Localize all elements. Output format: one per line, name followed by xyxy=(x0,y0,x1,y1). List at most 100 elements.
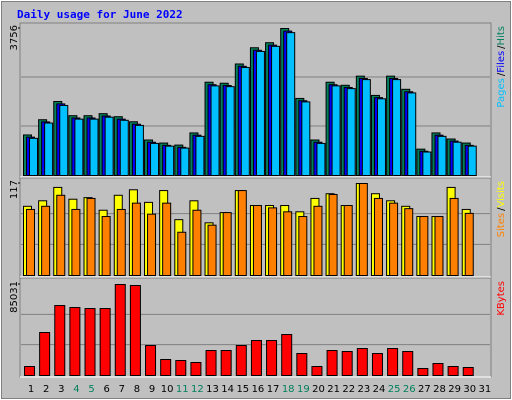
legend-entry: Visits xyxy=(496,181,507,208)
legend: Sites /Visits xyxy=(496,181,507,237)
bar xyxy=(71,208,81,276)
bar xyxy=(392,79,402,176)
x-tick-label: 12 xyxy=(191,384,204,395)
bar xyxy=(54,305,66,376)
bar xyxy=(129,284,141,377)
bar xyxy=(177,231,187,276)
bar xyxy=(131,202,141,277)
bar xyxy=(89,118,99,176)
bar xyxy=(44,122,54,176)
legend-separator: / xyxy=(496,207,507,211)
bar xyxy=(165,145,175,176)
x-tick-label: 14 xyxy=(221,384,234,395)
bar xyxy=(195,135,205,177)
bar xyxy=(417,368,429,377)
x-tick-label: 23 xyxy=(357,384,370,395)
x-tick-label: 17 xyxy=(267,384,280,395)
bar xyxy=(358,183,368,276)
bar xyxy=(298,216,308,276)
bar xyxy=(271,45,281,176)
x-tick-label: 29 xyxy=(448,384,461,395)
bar xyxy=(373,197,383,276)
bar xyxy=(101,216,111,276)
x-tick-label: 3 xyxy=(58,384,64,395)
bar xyxy=(160,359,172,376)
legend-entry: Hits xyxy=(496,26,507,45)
bar xyxy=(150,142,160,176)
bar xyxy=(99,308,111,376)
bar xyxy=(205,350,217,376)
bar xyxy=(29,137,38,176)
bar xyxy=(220,350,232,376)
legend: KBytes xyxy=(496,281,507,316)
x-tick-label: 18 xyxy=(282,384,295,395)
bar xyxy=(449,197,459,276)
bar xyxy=(114,284,126,376)
bar xyxy=(192,209,202,276)
x-tick-label: 21 xyxy=(327,384,340,395)
bar xyxy=(145,345,157,377)
bar xyxy=(281,334,293,377)
bar xyxy=(343,205,353,276)
bar xyxy=(286,32,296,177)
bar xyxy=(341,351,353,376)
bar xyxy=(162,202,172,277)
bar xyxy=(437,135,447,177)
bar xyxy=(447,366,459,376)
bar xyxy=(389,202,399,277)
bar xyxy=(39,332,51,376)
bar xyxy=(210,85,220,176)
bar xyxy=(252,205,262,276)
bar xyxy=(462,367,474,376)
bar xyxy=(331,85,341,176)
bar xyxy=(407,92,417,176)
bar xyxy=(346,88,356,176)
bar xyxy=(207,224,217,277)
x-tick-label: 8 xyxy=(134,384,140,395)
bar xyxy=(268,207,278,276)
bar xyxy=(86,197,96,276)
bar xyxy=(119,119,129,176)
bar xyxy=(464,212,474,276)
bar xyxy=(328,194,338,276)
x-tick-label: 9 xyxy=(149,384,155,395)
bar xyxy=(371,353,383,377)
x-tick-label: 27 xyxy=(418,384,431,395)
x-tick-label: 26 xyxy=(403,384,416,395)
bar xyxy=(422,151,432,177)
bar xyxy=(419,216,429,276)
bar xyxy=(69,307,81,377)
x-tick-label: 6 xyxy=(103,384,109,395)
bar xyxy=(180,147,190,177)
x-tick-label: 20 xyxy=(312,384,325,395)
bar xyxy=(361,79,371,176)
legend-entry: Pages xyxy=(496,78,507,107)
bar xyxy=(237,190,247,276)
bar xyxy=(24,366,35,376)
x-tick-label: 1 xyxy=(28,384,34,395)
x-tick-label: 11 xyxy=(176,384,189,395)
bar xyxy=(326,350,338,376)
bar xyxy=(404,208,414,277)
bar xyxy=(316,142,326,176)
x-tick-label: 30 xyxy=(463,384,476,395)
bar xyxy=(59,104,69,176)
x-tick-label: 24 xyxy=(373,384,386,395)
bar xyxy=(402,351,414,376)
bar xyxy=(74,118,84,176)
x-tick-label: 16 xyxy=(252,384,265,395)
chart-title: Daily usage for June 2022 xyxy=(17,8,183,21)
bar xyxy=(222,212,232,276)
bar xyxy=(116,208,126,276)
legend-separator: / xyxy=(496,72,507,76)
bar xyxy=(452,141,462,177)
y-max-label: 117 xyxy=(9,180,20,199)
bar xyxy=(301,101,311,176)
bar xyxy=(376,98,386,176)
y-max-label: 85031 xyxy=(9,281,20,313)
x-tick-label: 15 xyxy=(236,384,249,395)
x-tick-label: 13 xyxy=(206,384,219,395)
bar xyxy=(283,211,293,276)
bar xyxy=(255,50,265,177)
